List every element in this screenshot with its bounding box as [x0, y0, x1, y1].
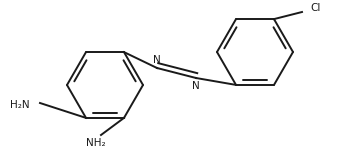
- Text: N: N: [153, 55, 161, 65]
- Text: H₂N: H₂N: [10, 100, 30, 110]
- Text: NH₂: NH₂: [86, 138, 106, 148]
- Text: N: N: [192, 81, 200, 91]
- Text: Cl: Cl: [310, 3, 320, 13]
